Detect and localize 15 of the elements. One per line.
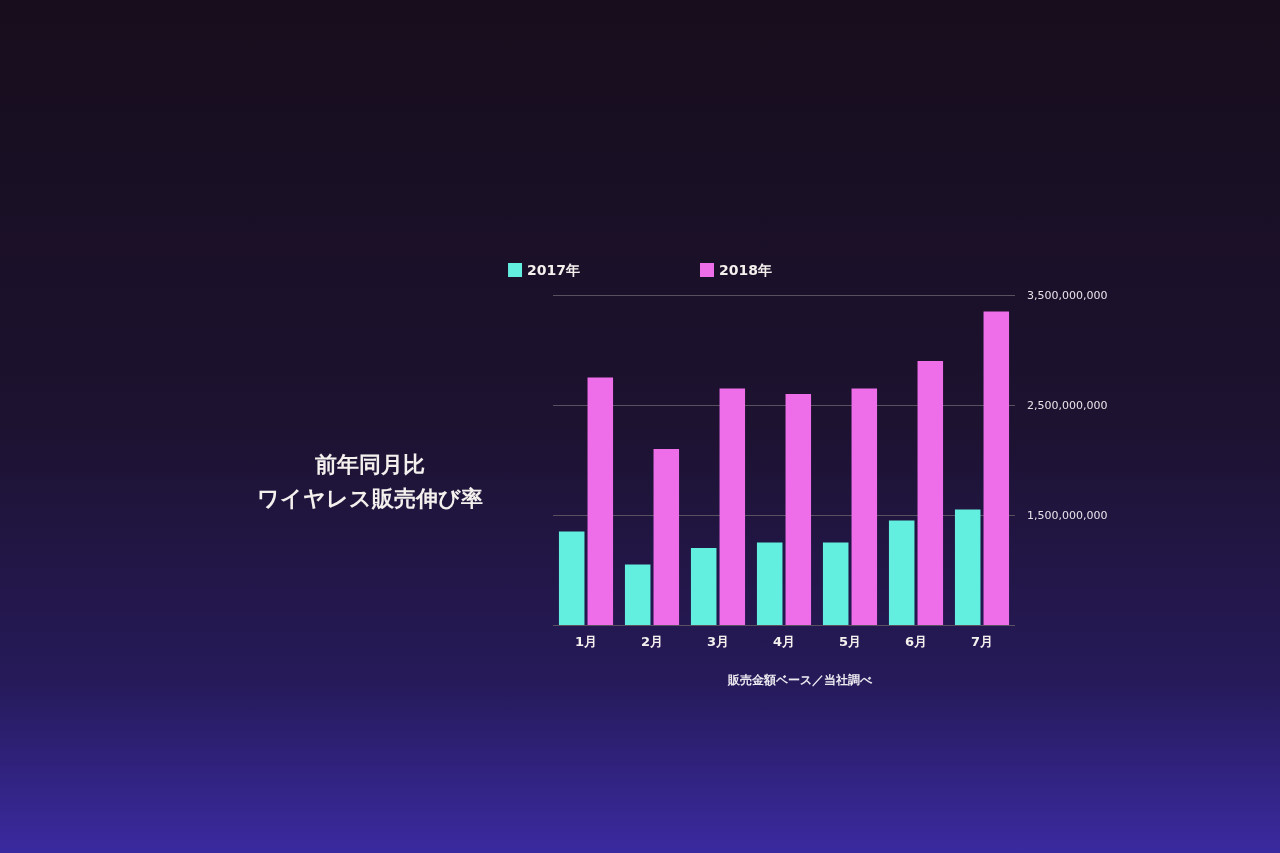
x-tick-label: 7月 [970,634,994,649]
x-tick-label: 6月 [904,634,928,649]
legend-label: 2018年 [719,262,772,278]
y-tick-label: 3,500,000,000 [1027,288,1108,302]
y-tick-label: 2,500,000,000 [1027,398,1108,412]
x-tick-label: 1月 [574,634,598,649]
text: 前年同月比 [315,451,425,479]
x-tick-label: 4月 [772,634,796,649]
x-tick-label: 3月 [706,634,730,649]
y-tick-label: 1,500,000,000 [1027,508,1108,522]
x-tick-label: 2月 [640,634,664,649]
legend-label: 2017年 [527,262,580,278]
text: 販売金額ベース／当社調べ [728,672,872,689]
x-tick-label: 5月 [838,634,862,649]
text: ワイヤレス販売伸び率 [257,485,483,513]
